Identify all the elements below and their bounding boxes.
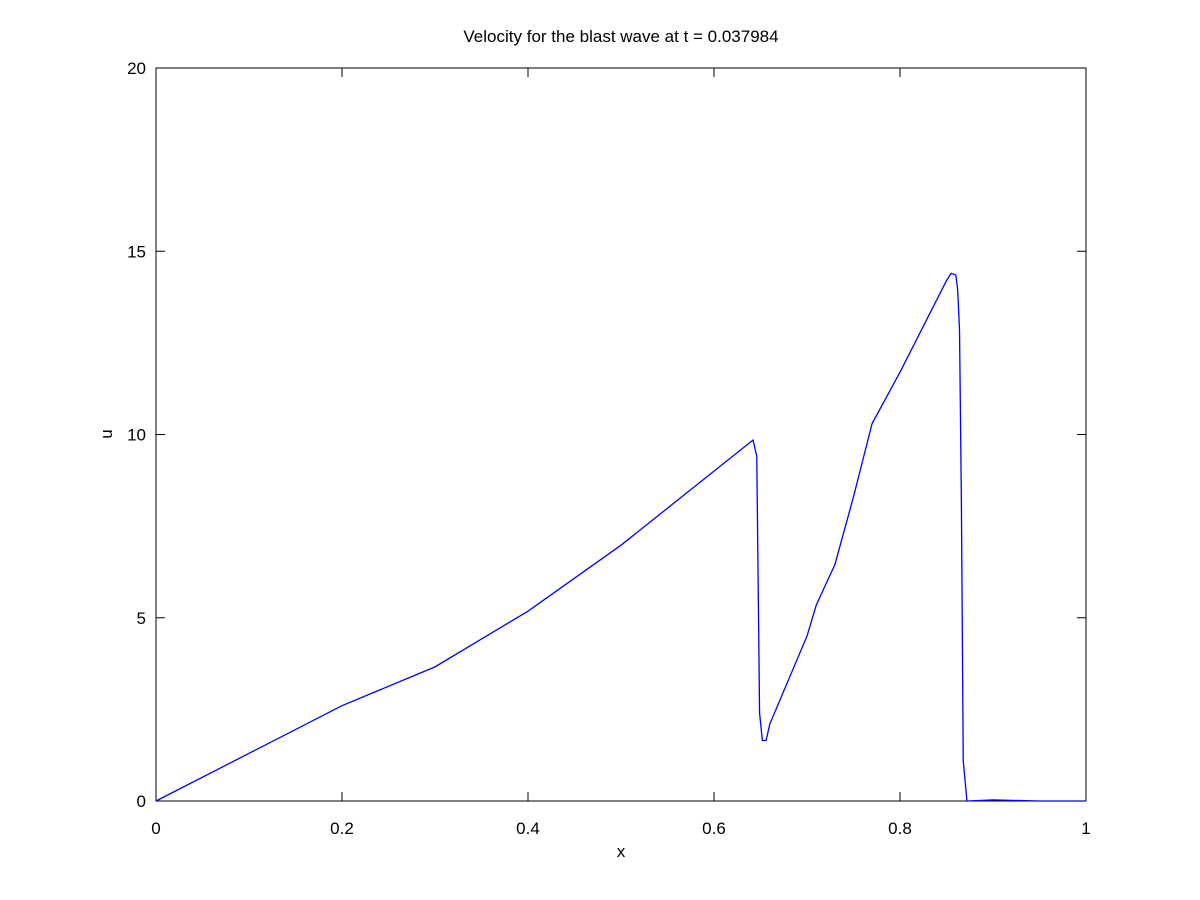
x-tick-label: 1 [1081,819,1090,838]
y-tick-label: 20 [127,59,146,78]
x-tick-label: 0.2 [330,819,354,838]
x-axis-label: x [617,842,626,861]
x-tick-label: 0 [151,819,160,838]
y-tick-label: 0 [137,792,146,811]
y-axis-label: u [97,429,116,438]
y-tick-label: 5 [137,609,146,628]
x-tick-label: 0.8 [888,819,912,838]
x-tick-label: 0.4 [516,819,540,838]
x-tick-label: 0.6 [702,819,726,838]
y-tick-label: 10 [127,426,146,445]
chart-title: Velocity for the blast wave at t = 0.037… [463,27,778,46]
data-line [155,272,1086,802]
y-tick-label: 15 [127,242,146,261]
